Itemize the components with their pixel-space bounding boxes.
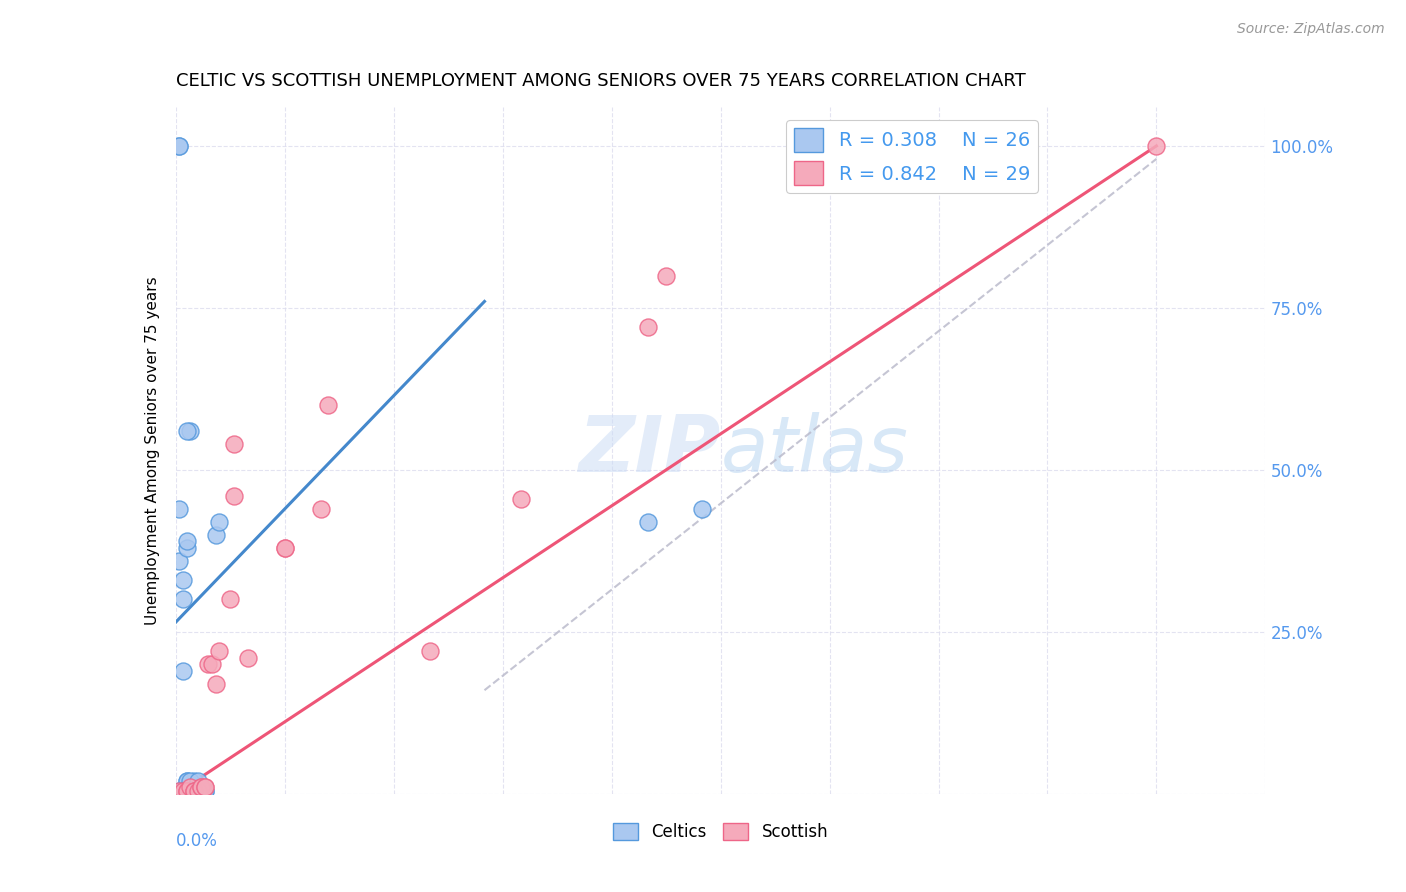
Point <box>176 534 198 549</box>
Point <box>204 527 226 541</box>
Point <box>318 398 340 412</box>
Point <box>169 783 191 797</box>
Point <box>194 783 217 797</box>
Point <box>176 783 198 797</box>
Point <box>309 501 332 516</box>
Point <box>169 139 191 153</box>
Point <box>172 783 194 797</box>
Point <box>186 783 209 797</box>
Point <box>194 783 217 797</box>
Point <box>274 541 297 555</box>
Point <box>194 780 217 795</box>
Point <box>190 780 212 795</box>
Point <box>274 541 297 555</box>
Point <box>169 139 191 153</box>
Point <box>183 783 205 797</box>
Point <box>179 773 201 788</box>
Point <box>183 773 205 788</box>
Point <box>176 541 198 555</box>
Text: 0.0%: 0.0% <box>176 831 218 850</box>
Point <box>169 501 191 516</box>
Text: ZIP: ZIP <box>578 412 721 489</box>
Point <box>194 780 217 795</box>
Point <box>179 780 201 795</box>
Point <box>172 783 194 797</box>
Point <box>222 437 245 451</box>
Point <box>419 644 441 658</box>
Point <box>201 657 224 672</box>
Point <box>179 424 201 438</box>
Point <box>222 489 245 503</box>
Point <box>186 773 209 788</box>
Point <box>692 501 714 516</box>
Point <box>509 491 531 506</box>
Point <box>186 783 209 797</box>
Point <box>238 650 260 665</box>
Point <box>176 783 198 797</box>
Point <box>208 644 231 658</box>
Point <box>172 783 194 797</box>
Point <box>176 773 198 788</box>
Point <box>176 773 198 788</box>
Point <box>172 573 194 587</box>
Text: CELTIC VS SCOTTISH UNEMPLOYMENT AMONG SENIORS OVER 75 YEARS CORRELATION CHART: CELTIC VS SCOTTISH UNEMPLOYMENT AMONG SE… <box>176 72 1025 90</box>
Point <box>169 783 191 797</box>
Point <box>172 592 194 607</box>
Text: atlas: atlas <box>721 412 908 489</box>
Point <box>190 780 212 795</box>
Point <box>204 677 226 691</box>
Point <box>197 657 219 672</box>
Point <box>637 515 659 529</box>
Point <box>655 268 678 283</box>
Point <box>169 553 191 567</box>
Text: Source: ZipAtlas.com: Source: ZipAtlas.com <box>1237 22 1385 37</box>
Point <box>219 592 242 607</box>
Point <box>172 664 194 678</box>
Point <box>183 783 205 797</box>
Point <box>208 515 231 529</box>
Legend: Celtics, Scottish: Celtics, Scottish <box>606 816 835 847</box>
Point <box>1146 139 1168 153</box>
Y-axis label: Unemployment Among Seniors over 75 years: Unemployment Among Seniors over 75 years <box>145 277 160 624</box>
Point <box>637 320 659 334</box>
Point <box>176 424 198 438</box>
